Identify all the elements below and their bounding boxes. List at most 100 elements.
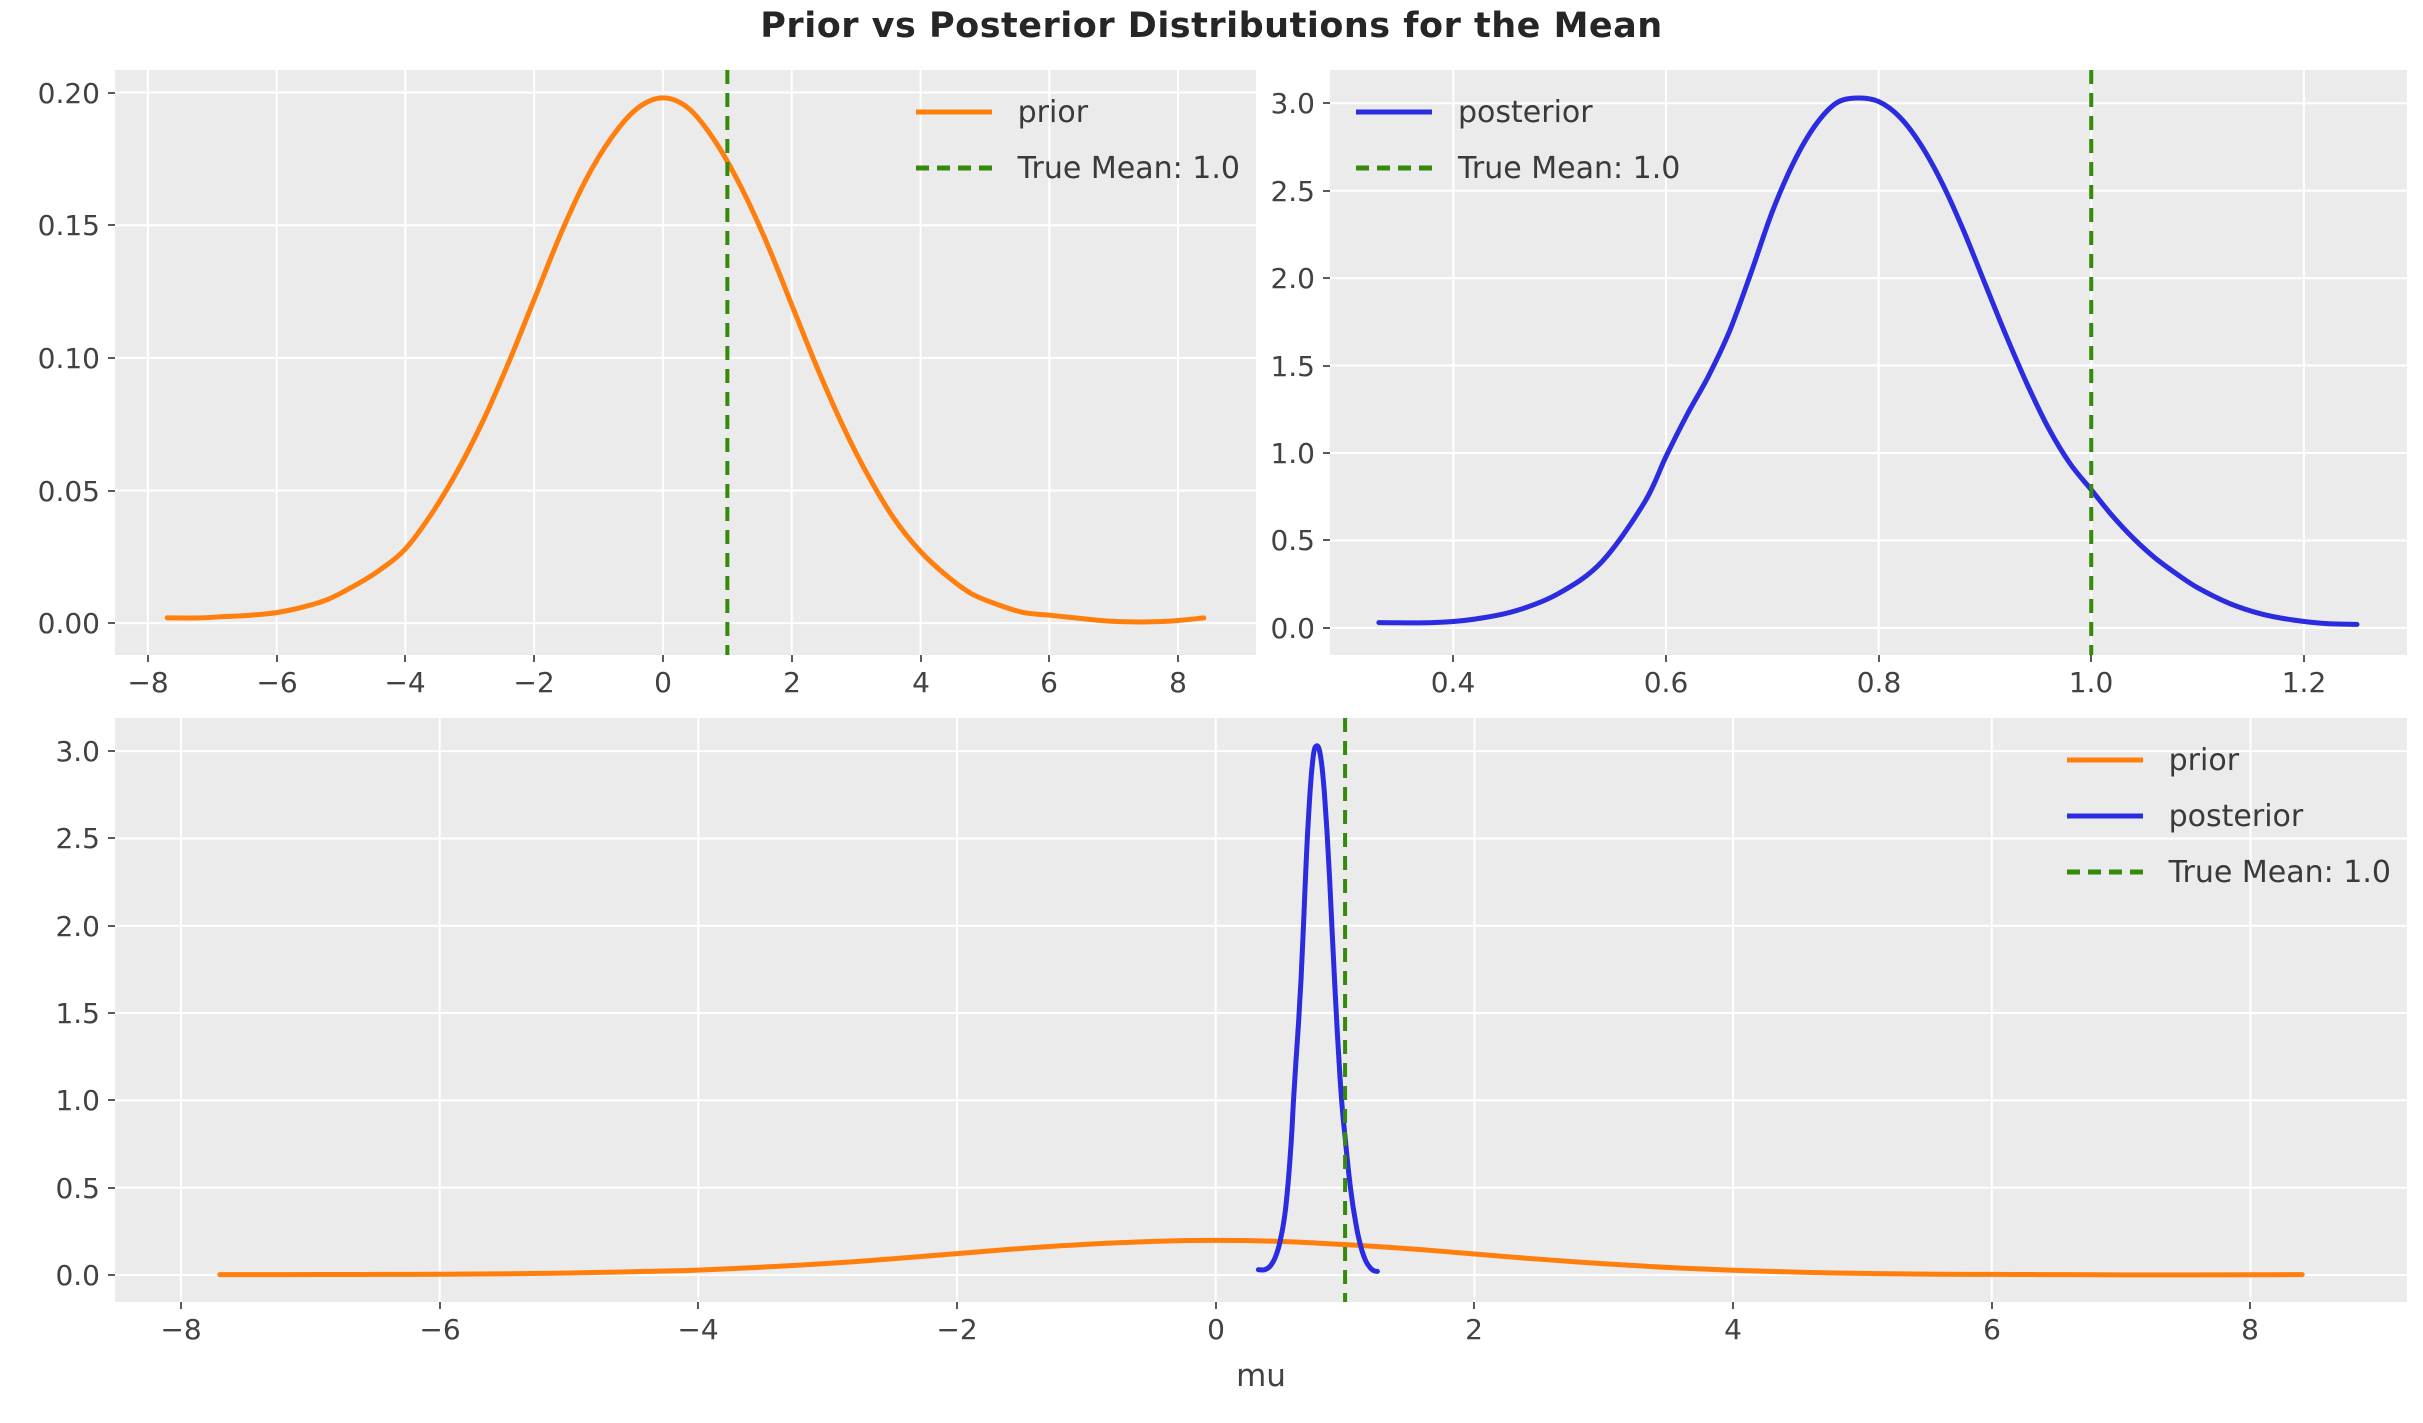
y-tickmark xyxy=(108,1012,115,1014)
x-tickmark xyxy=(1732,1302,1734,1309)
x-tick-label: 8 xyxy=(2241,1313,2259,1346)
x-tick-label: −8 xyxy=(160,1313,202,1346)
legend-item: posterior xyxy=(1354,94,1680,130)
x-tick-label: 4 xyxy=(1724,1313,1742,1346)
y-tickmark xyxy=(108,357,115,359)
legend-item: True Mean: 1.0 xyxy=(2065,854,2391,890)
y-tickmark xyxy=(1323,539,1330,541)
y-tick-label: 0.00 xyxy=(37,607,100,640)
x-tickmark xyxy=(276,655,278,662)
x-tickmark xyxy=(1048,655,1050,662)
y-tick-label: 0.0 xyxy=(55,1259,100,1292)
y-tickmark xyxy=(108,490,115,492)
x-tickmark xyxy=(533,655,535,662)
legend-dashed-line-sample xyxy=(2066,869,2143,875)
x-tickmark xyxy=(697,1302,699,1309)
legend-label: prior xyxy=(2168,742,2240,778)
x-tick-label: 0.4 xyxy=(1430,666,1476,699)
posterior-curve xyxy=(1376,95,2360,627)
y-tickmark xyxy=(1323,102,1330,104)
y-tick-label: 2.0 xyxy=(1270,262,1315,295)
legend-item: True Mean: 1.0 xyxy=(1354,150,1680,186)
y-tick-label: 2.0 xyxy=(55,910,100,943)
combined-bottom-plot-area xyxy=(115,718,2407,1302)
prior-curve xyxy=(217,1237,2305,1278)
legend-dashed-line-sample xyxy=(1356,165,1432,171)
y-tickmark xyxy=(108,750,115,752)
y-tickmark xyxy=(1323,627,1330,629)
x-tick-label: 0 xyxy=(1207,1313,1225,1346)
x-tickmark xyxy=(439,1302,441,1309)
y-tickmark xyxy=(108,925,115,927)
y-tick-label: 0.10 xyxy=(37,342,100,375)
posterior-top-right-plot-area xyxy=(1330,70,2407,655)
y-tick-label: 0.20 xyxy=(37,77,100,110)
x-tick-label: 8 xyxy=(1169,666,1187,699)
x-tickmark xyxy=(920,655,922,662)
x-tickmark xyxy=(147,655,149,662)
x-tick-label: −8 xyxy=(127,666,169,699)
y-tickmark xyxy=(108,92,115,94)
x-tick-label: −4 xyxy=(677,1313,719,1346)
x-tickmark xyxy=(1665,655,1667,662)
x-tickmark xyxy=(1878,655,1880,662)
x-tick-label: 6 xyxy=(1983,1313,2001,1346)
x-tickmark xyxy=(2090,655,2092,662)
x-tickmark xyxy=(2303,655,2305,662)
legend-item: prior xyxy=(914,94,1240,130)
legend-item: posterior xyxy=(2065,798,2391,834)
legend-line-sample xyxy=(915,109,992,115)
x-tickmark xyxy=(1473,1302,1475,1309)
legend-line-sample xyxy=(2066,813,2143,819)
legend-label: posterior xyxy=(2168,798,2304,834)
posterior-top-right-panel: posterior True Mean: 1.0 xyxy=(1330,70,2407,655)
x-tick-label: 2 xyxy=(1465,1313,1483,1346)
x-tick-label: −6 xyxy=(419,1313,461,1346)
x-tickmark xyxy=(956,1302,958,1309)
x-tickmark xyxy=(1177,655,1179,662)
y-tick-label: 2.5 xyxy=(1270,175,1315,208)
posterior-top-right-legend: posterior True Mean: 1.0 xyxy=(1354,94,1680,186)
legend-label: prior xyxy=(1017,94,1089,130)
combined-bottom-legend: prior posterior True Mean: 1.0 xyxy=(2065,742,2391,890)
legend-dashed-line-sample xyxy=(915,165,992,171)
y-tickmark xyxy=(108,224,115,226)
y-tick-label: 3.0 xyxy=(1270,87,1315,120)
y-tickmark xyxy=(1323,365,1330,367)
y-tick-label: 1.0 xyxy=(55,1084,100,1117)
legend-label: True Mean: 1.0 xyxy=(2168,854,2391,890)
prior-top-left-panel: prior True Mean: 1.0 xyxy=(115,70,1256,655)
x-tickmark xyxy=(1991,1302,1993,1309)
y-tick-label: 0.15 xyxy=(37,209,100,242)
y-tickmark xyxy=(108,622,115,624)
y-tickmark xyxy=(108,1099,115,1101)
legend-line-sample xyxy=(1356,109,1432,115)
x-tickmark xyxy=(404,655,406,662)
x-tickmark xyxy=(791,655,793,662)
x-tick-label: 0 xyxy=(654,666,672,699)
y-tickmark xyxy=(108,1274,115,1276)
x-tick-label: 6 xyxy=(1040,666,1058,699)
prior-top-left-plot-area xyxy=(115,70,1256,655)
y-tick-label: 0.5 xyxy=(55,1172,100,1205)
x-tick-label: 1.2 xyxy=(2281,666,2327,699)
x-tick-label: 2 xyxy=(783,666,801,699)
x-tick-label: −4 xyxy=(384,666,426,699)
legend-item: prior xyxy=(2065,742,2391,778)
y-tick-label: 2.5 xyxy=(55,822,100,855)
x-tick-label: 1.0 xyxy=(2068,666,2114,699)
legend-label: True Mean: 1.0 xyxy=(1017,150,1240,186)
y-tickmark xyxy=(108,1187,115,1189)
y-tick-label: 1.5 xyxy=(55,997,100,1030)
x-tick-label: 0.6 xyxy=(1643,666,1689,699)
y-tick-label: 1.0 xyxy=(1270,437,1315,470)
y-tick-label: 0.0 xyxy=(1270,612,1315,645)
y-tick-label: 3.0 xyxy=(55,735,100,768)
y-tickmark xyxy=(1323,452,1330,454)
x-tickmark xyxy=(180,1302,182,1309)
x-tickmark xyxy=(1452,655,1454,662)
prior-curve xyxy=(164,95,1207,625)
legend-label: True Mean: 1.0 xyxy=(1458,150,1681,186)
x-tick-label: −2 xyxy=(513,666,555,699)
x-tick-label: 4 xyxy=(912,666,930,699)
